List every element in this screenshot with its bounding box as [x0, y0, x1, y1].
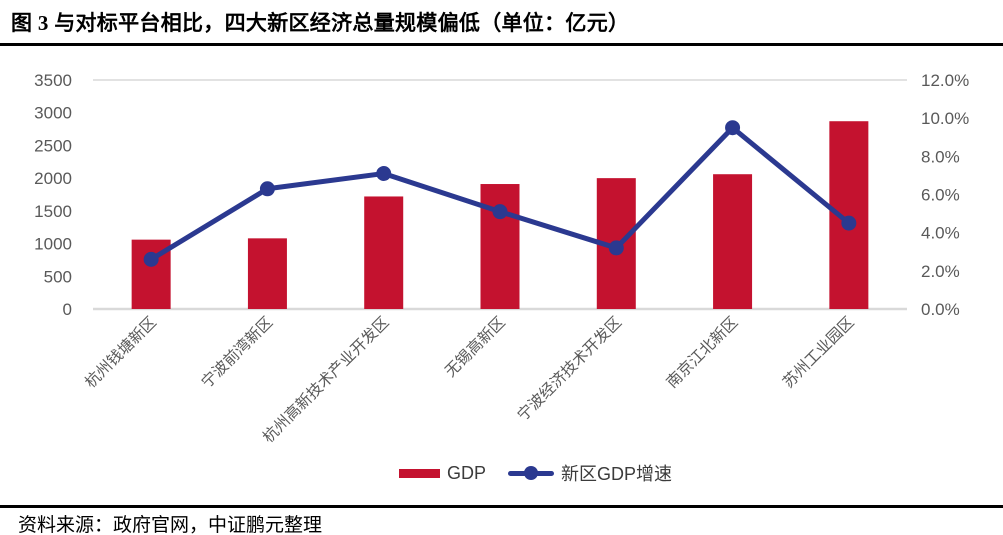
left-axis-tick: 1000: [34, 235, 72, 254]
growth-point-marker: [143, 251, 159, 267]
left-axis-tick: 1500: [34, 202, 72, 221]
right-axis-tick: 0.0%: [921, 300, 960, 319]
left-axis-tick: 3500: [34, 71, 72, 90]
growth-line-swatch-icon: [508, 466, 555, 480]
left-axis-tick: 500: [44, 267, 72, 286]
legend-item-gdp: GDP: [399, 463, 486, 484]
category-label: 无锡高新区: [441, 313, 509, 381]
source-note: 资料来源：政府官网，中证鹏元整理: [18, 515, 323, 535]
left-axis-tick: 3000: [34, 104, 72, 123]
gdp-bar: [247, 238, 287, 309]
figure-title: 图 3 与对标平台相比，四大新区经济总量规模偏低（单位：亿元）: [11, 11, 630, 35]
left-axis-tick: 2000: [34, 169, 72, 188]
right-axis-tick: 8.0%: [921, 147, 960, 166]
gdp-bar-swatch-icon: [399, 468, 440, 478]
gdp-bar: [480, 184, 520, 309]
legend-item-growth: 新区GDP增速: [508, 460, 672, 486]
footer-divider: [0, 505, 1003, 508]
left-axis-tick: 0: [63, 300, 72, 319]
right-axis-tick: 2.0%: [921, 262, 960, 281]
growth-point-marker: [259, 181, 275, 197]
growth-point-marker: [841, 215, 857, 231]
right-axis-tick: 12.0%: [921, 71, 969, 90]
right-axis-tick: 6.0%: [921, 186, 960, 205]
growth-point-marker: [608, 240, 624, 256]
category-label: 杭州钱塘新区: [81, 313, 159, 391]
gdp-bar: [364, 196, 404, 309]
growth-point-marker: [725, 120, 741, 136]
chart-legend: GDP 新区GDP增速: [399, 460, 672, 486]
growth-marker-dot-icon: [524, 466, 539, 480]
legend-label-gdp: GDP: [447, 462, 487, 483]
right-axis-tick: 10.0%: [921, 109, 969, 128]
category-label: 宁波经济技术开发区: [514, 313, 625, 424]
category-label: 杭州高新技术产业开发区: [259, 313, 392, 446]
growth-point-marker: [492, 204, 508, 220]
gdp-bar: [713, 174, 753, 309]
category-label: 宁波前湾新区: [198, 313, 276, 391]
legend-label-growth: 新区GDP增速: [561, 464, 673, 484]
left-axis-tick: 2500: [34, 136, 72, 155]
growth-point-marker: [376, 166, 392, 182]
category-label: 南京江北新区: [663, 313, 741, 391]
title-divider: [0, 43, 1003, 46]
category-label: 苏州工业园区: [779, 313, 857, 391]
right-axis-tick: 4.0%: [921, 224, 960, 243]
